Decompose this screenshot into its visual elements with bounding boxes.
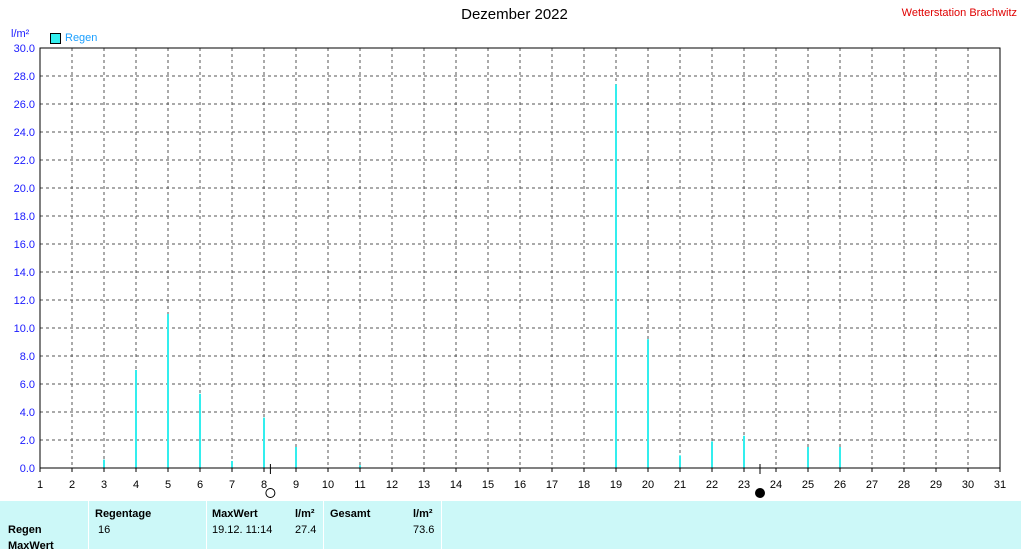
regentage-header: Regentage (95, 508, 152, 520)
x-tick-label: 28 (898, 479, 910, 491)
stats-panel: Regen MaxWert Regentage 16 MaxWert l/m² … (0, 501, 1021, 552)
bar-day-8 (263, 417, 265, 468)
x-tick-label: 9 (293, 479, 299, 491)
x-tick-label: 1 (37, 479, 43, 491)
x-tick-label: 27 (866, 479, 878, 491)
x-tick-label: 29 (930, 479, 942, 491)
gesamt-header: Gesamt (330, 508, 371, 520)
x-tick-label: 7 (229, 479, 235, 491)
bar-day-11 (359, 465, 361, 468)
x-tick-label: 30 (962, 479, 974, 491)
bars (103, 84, 841, 469)
x-tick-label: 15 (482, 479, 494, 491)
y-tick-label: 22.0 (14, 155, 35, 167)
station-label: Wetterstation Brachwitz (901, 7, 1017, 19)
y-tick-label: 6.0 (20, 379, 35, 391)
y-tick-label: 12.0 (14, 295, 35, 307)
y-tick-label: 4.0 (20, 407, 35, 419)
bar-day-26 (839, 447, 841, 468)
bar-day-21 (679, 455, 681, 468)
maxwert-value: 27.4 (295, 524, 317, 536)
x-tick-label: 18 (578, 479, 590, 491)
regentage-value: 16 (98, 524, 111, 536)
x-tick-label: 5 (165, 479, 171, 491)
grid (40, 48, 1000, 468)
y-tick-label: 30.0 (14, 43, 35, 55)
x-tick-label: 16 (514, 479, 526, 491)
new-moon-icon (755, 488, 765, 498)
y-tick-label: 16.0 (14, 239, 35, 251)
x-tick-label: 2 (69, 479, 75, 491)
x-tick-label: 19 (610, 479, 622, 491)
full-moon-icon (265, 488, 276, 498)
x-tick-label: 23 (738, 479, 750, 491)
x-tick-label: 3 (101, 479, 107, 491)
x-tick-label: 25 (802, 479, 814, 491)
gesamt-unit: l/m² (413, 508, 433, 520)
x-tick-label: 14 (450, 479, 462, 491)
bar-day-5 (167, 314, 169, 468)
x-tick-label: 11 (354, 479, 365, 491)
y-tick-label: 8.0 (20, 351, 35, 363)
y-tick-label: 28.0 (14, 71, 35, 83)
maxwert-header: MaxWert (212, 508, 258, 520)
rain-chart: 0.0 2.0 4.0 6.0 8.0 10.0 12.0 14.0 16.0 18.0 20.0 2… (14, 43, 1007, 498)
x-tick-label: 24 (770, 479, 782, 491)
gesamt-value: 73.6 (413, 524, 435, 536)
bar-day-4 (135, 370, 137, 468)
y-tick-label: 24.0 (14, 127, 35, 139)
bar-day-19 (615, 84, 617, 469)
y-axis-unit: l/m² (11, 28, 30, 40)
bar-day-23 (743, 435, 745, 468)
y-tick-label: 14.0 (14, 267, 35, 279)
maxwert-unit: l/m² (295, 508, 315, 520)
x-tick-label: 4 (133, 479, 139, 491)
bar-day-3 (103, 459, 105, 468)
bar-day-22 (711, 441, 713, 468)
y-tick-label: 18.0 (14, 211, 35, 223)
x-tick-label: 31 (994, 479, 1006, 491)
bar-day-7 (231, 461, 233, 468)
x-tick-label: 26 (834, 479, 846, 491)
y-tick-label: 26.0 (14, 99, 35, 111)
x-tick-label: 8 (261, 479, 267, 491)
x-tick-label: 13 (418, 479, 430, 491)
plot-frame (39, 47, 1001, 469)
x-tick-label: 17 (546, 479, 558, 491)
moon-markers (265, 464, 765, 498)
x-tick-label: 12 (386, 479, 398, 491)
bar-day-20 (647, 339, 649, 468)
x-tick-label: 6 (197, 479, 203, 491)
x-tick-label: 10 (322, 479, 334, 491)
row-label-regen: Regen (8, 524, 42, 536)
row-label-maxwert: MaxWert (8, 540, 54, 552)
legend-swatch (50, 32, 61, 44)
legend: Regen (50, 32, 97, 44)
bar-day-9 (295, 447, 297, 468)
legend-label: Regen (65, 32, 98, 44)
y-tick-label: 20.0 (14, 183, 35, 195)
axes: 0.0 2.0 4.0 6.0 8.0 10.0 12.0 14.0 16.0 18.0 20.0 2… (14, 43, 1007, 491)
x-tick-label: 22 (706, 479, 718, 491)
x-tick-label: 21 (674, 479, 686, 491)
y-tick-label: 10.0 (14, 323, 35, 335)
bar-day-25 (807, 447, 809, 468)
bar-day-6 (199, 393, 201, 468)
maxwert-date: 19.12. 11:14 (212, 524, 273, 536)
x-tick-label: 20 (642, 479, 654, 491)
y-tick-label: 0.0 (20, 463, 35, 475)
y-tick-label: 2.0 (20, 435, 35, 447)
chart-title: Dezember 2022 (461, 6, 568, 23)
